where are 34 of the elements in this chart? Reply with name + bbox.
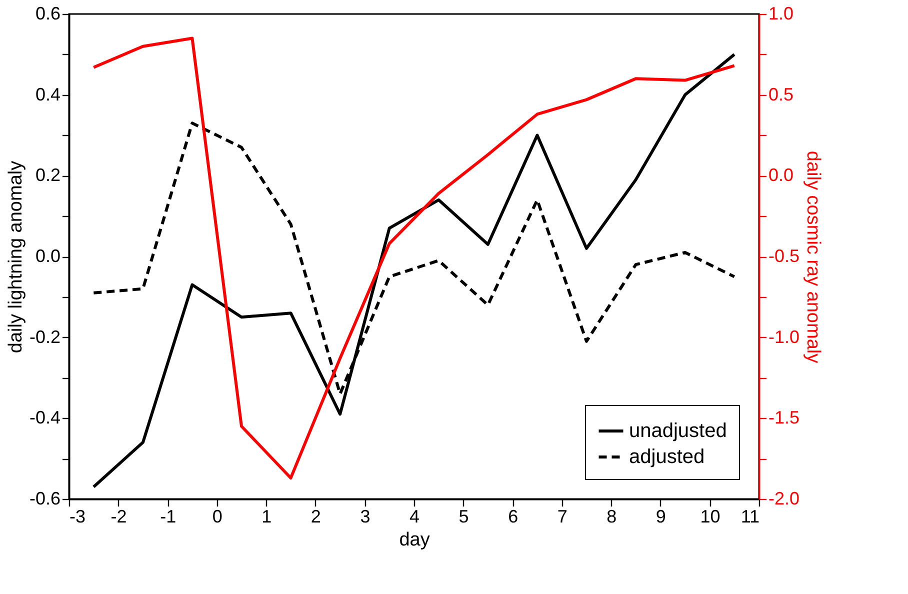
x-tick-label: 5	[458, 506, 469, 526]
x-tick-label: 2	[310, 506, 321, 526]
y-tick-label: 0.6	[35, 4, 60, 24]
x-tick-label: 8	[606, 506, 617, 526]
x-tick-label: 0	[212, 506, 222, 526]
y-tick-label: -0.6	[29, 488, 60, 508]
y-tick-label: -0.4	[29, 408, 60, 428]
y2-axis-title: daily cosmic ray anomaly	[802, 150, 824, 364]
x-tick-label: -2	[110, 506, 127, 526]
y2-tick-label: -1.0	[768, 326, 800, 347]
y-tick-label: 0.0	[35, 246, 60, 266]
y2-tick-label: -0.5	[768, 246, 800, 266]
y-tick-label: 0.4	[35, 84, 60, 104]
y2-tick-label: -1.5	[768, 408, 800, 428]
x-tick-label: -3	[70, 506, 86, 526]
y2-tick-label: 1.0	[768, 4, 794, 24]
y-tick-label: 0.2	[35, 165, 60, 186]
x-tick-label: 4	[409, 506, 420, 526]
y-axis-title: daily lightning anomaly	[5, 160, 26, 354]
y-tick-label: -0.2	[29, 326, 60, 347]
x-axis-title: day	[399, 530, 430, 550]
legend-label: adjusted	[629, 446, 705, 468]
x-tick-label: 11	[740, 506, 760, 526]
y2-tick-label: 0.0	[768, 165, 794, 186]
x-tick-label: 9	[656, 506, 666, 526]
x-tick-label: 3	[360, 506, 370, 526]
x-tick-label: 10	[700, 506, 720, 526]
y2-tick-label: 0.5	[768, 84, 794, 104]
x-tick-label: 6	[508, 506, 518, 526]
x-tick-label: 7	[557, 506, 568, 526]
y2-tick-label: -2.0	[768, 488, 800, 508]
x-tick-label: 1	[262, 506, 272, 526]
x-tick-label: -1	[160, 506, 176, 526]
legend-label: unadjusted	[629, 420, 727, 442]
